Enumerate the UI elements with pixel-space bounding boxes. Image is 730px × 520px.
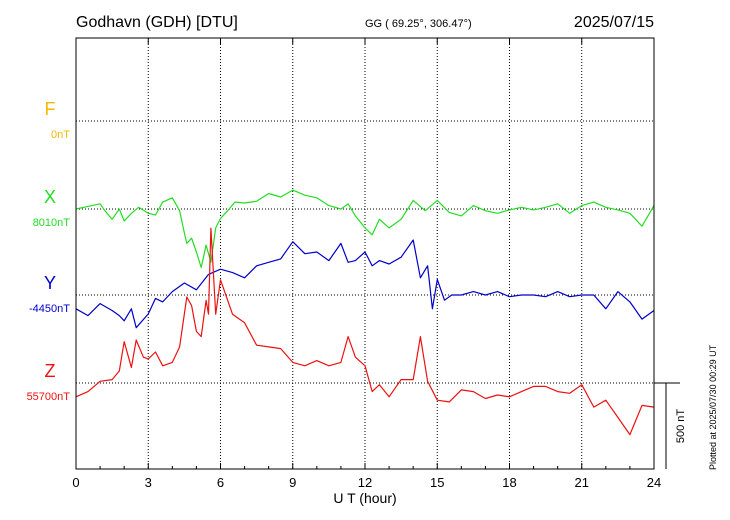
series-baseline-x: 8010nT	[33, 217, 71, 229]
x-tick-label: 6	[217, 475, 224, 490]
series-name-f: F	[45, 99, 56, 119]
traces	[75, 189, 655, 436]
series-name-x: X	[44, 187, 56, 207]
x-tick-label: 24	[647, 475, 661, 490]
x-tick-label: 21	[575, 475, 589, 490]
x-tick-label: 3	[145, 475, 152, 490]
coordinates-label: GG ( 69.25°, 306.47°)	[365, 18, 472, 30]
plotted-at-note: Plotted at 2025/07/30 00:29 UT	[708, 344, 718, 470]
series-baseline-y: -4450nT	[29, 303, 70, 315]
scale-bar: 500 nT	[654, 382, 687, 469]
x-tick-label: 9	[289, 475, 296, 490]
x-tick-label: 18	[502, 475, 516, 490]
scale-bar-label: 500 nT	[675, 409, 687, 444]
station-title: Godhavn (GDH) [DTU]	[76, 14, 238, 31]
series-name-z: Z	[45, 361, 56, 381]
series-baseline-f: 0nT	[51, 129, 70, 141]
x-tick-label: 12	[358, 475, 372, 490]
series-line-y	[75, 239, 655, 329]
x-axis-label: U T (hour)	[333, 490, 396, 506]
x-axis: 0 3 6 9 12 15 18 21 24	[72, 38, 661, 490]
series-baseline-z: 55700nT	[27, 391, 71, 403]
series-line-z	[75, 227, 655, 436]
grid	[76, 38, 654, 469]
series-name-y: Y	[44, 273, 56, 293]
x-tick-label: 15	[430, 475, 444, 490]
x-tick-label: 0	[72, 475, 79, 490]
date-label: 2025/07/15	[574, 14, 654, 31]
series-labels: F 0nT X 8010nT Y -4450nT Z 55700nT	[27, 99, 71, 403]
series-line-x	[75, 189, 655, 269]
